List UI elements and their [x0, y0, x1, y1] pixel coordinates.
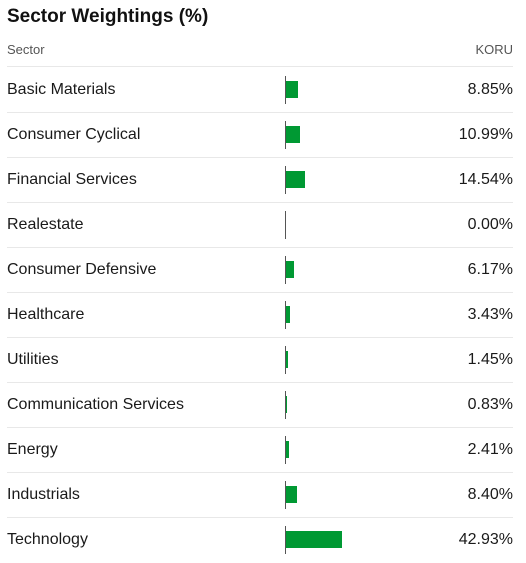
weight-value: 14.54% — [458, 171, 513, 188]
weight-bar-area — [285, 436, 435, 464]
table-row: Basic Materials 8.85% — [7, 68, 513, 113]
weight-value: 0.00% — [467, 216, 513, 233]
sector-label: Technology — [7, 531, 88, 548]
bar-axis-line — [285, 301, 286, 329]
bar-axis-line — [285, 166, 286, 194]
bar-axis-line — [285, 526, 286, 554]
weight-value: 42.93% — [458, 531, 513, 548]
table-row: Financial Services 14.54% — [7, 158, 513, 203]
weight-bar — [286, 306, 290, 323]
table-header: Sector KORU — [7, 33, 513, 67]
weight-value: 2.41% — [467, 441, 513, 458]
weight-bar — [286, 441, 289, 458]
weight-bar-area — [285, 211, 435, 239]
weight-bar — [286, 351, 288, 368]
sector-label: Industrials — [7, 486, 80, 503]
bar-axis-line — [285, 391, 286, 419]
weight-value: 0.83% — [467, 396, 513, 413]
weight-value: 6.17% — [467, 261, 513, 278]
weight-bar-area — [285, 346, 435, 374]
weight-bar — [286, 531, 342, 548]
table-row: Healthcare 3.43% — [7, 293, 513, 338]
table-row: Technology 42.93% — [7, 518, 513, 563]
table-row: Energy 2.41% — [7, 428, 513, 473]
weight-value: 8.85% — [467, 81, 513, 98]
sector-label: Consumer Cyclical — [7, 126, 141, 143]
bar-axis-line — [285, 346, 286, 374]
weight-bar — [286, 81, 298, 98]
sector-label: Utilities — [7, 351, 59, 368]
sector-label: Energy — [7, 441, 58, 458]
weight-bar-area — [285, 526, 435, 554]
weight-bar-area — [285, 121, 435, 149]
weight-value: 1.45% — [467, 351, 513, 368]
weight-bar-area — [285, 301, 435, 329]
table-row: Industrials 8.40% — [7, 473, 513, 518]
table-row: Consumer Cyclical 10.99% — [7, 113, 513, 158]
weight-bar — [286, 126, 300, 143]
weight-bar-area — [285, 76, 435, 104]
bar-axis-line — [285, 256, 286, 284]
fund-column-header: KORU — [475, 42, 513, 57]
sector-label: Realestate — [7, 216, 84, 233]
bar-axis-line — [285, 481, 286, 509]
sector-rows: Basic Materials 8.85% Consumer Cyclical 10.… — [7, 68, 513, 563]
weight-bar-area — [285, 166, 435, 194]
bar-axis-line — [285, 436, 286, 464]
weight-value: 3.43% — [467, 306, 513, 323]
sector-column-header: Sector — [7, 42, 45, 57]
bar-axis-line — [285, 121, 286, 149]
weight-bar — [286, 171, 305, 188]
sector-label: Consumer Defensive — [7, 261, 157, 278]
weight-bar — [286, 486, 297, 503]
sector-label: Financial Services — [7, 171, 137, 188]
weight-bar-area — [285, 256, 435, 284]
table-row: Communication Services 0.83% — [7, 383, 513, 428]
sector-label: Healthcare — [7, 306, 85, 323]
bar-axis-line — [285, 76, 286, 104]
sector-label: Basic Materials — [7, 81, 116, 98]
weight-bar-area — [285, 481, 435, 509]
weight-bar — [286, 261, 294, 278]
weight-value: 10.99% — [458, 126, 513, 143]
bar-axis-line — [285, 211, 286, 239]
weight-bar-area — [285, 391, 435, 419]
widget-title: Sector Weightings (%) — [7, 6, 209, 27]
sector-label: Communication Services — [7, 396, 184, 413]
table-row: Realestate 0.00% — [7, 203, 513, 248]
table-row: Utilities 1.45% — [7, 338, 513, 383]
weight-value: 8.40% — [467, 486, 513, 503]
weight-bar — [286, 396, 287, 413]
table-row: Consumer Defensive 6.17% — [7, 248, 513, 293]
